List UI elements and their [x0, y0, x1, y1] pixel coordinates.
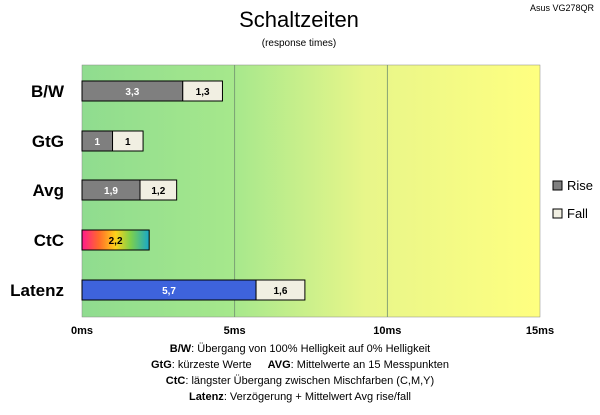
- bar-value-label: 3,3: [125, 87, 139, 98]
- bar-fall: [182, 80, 223, 102]
- gridlines: [234, 65, 388, 317]
- note-bw: B/W: Übergang von 100% Helligkeit auf 0%…: [169, 343, 431, 355]
- bar-value-label: 1: [94, 137, 100, 148]
- bar-value-label: 5,7: [162, 286, 176, 297]
- legend-rise-label: Rise: [567, 178, 593, 193]
- legend-fall-label: Fall: [567, 206, 588, 221]
- bar-value-label: 1,9: [104, 186, 118, 197]
- bar-value-label: 1,3: [196, 87, 210, 98]
- x-tick-label: 15ms: [526, 325, 554, 337]
- bar-value-label: 1,2: [151, 186, 165, 197]
- category-label: Avg: [33, 181, 65, 200]
- legend-rise-swatch: [552, 180, 563, 191]
- legend-fall-swatch: [552, 208, 563, 219]
- category-label: Latenz: [10, 281, 64, 300]
- category-label: GtG: [32, 132, 64, 151]
- x-axis-ticks: 0ms 5ms 10ms 15ms: [71, 325, 554, 337]
- x-tick-label: 5ms: [224, 325, 246, 337]
- chart-subtitle: (response times): [262, 38, 336, 49]
- x-tick-label: 10ms: [373, 325, 401, 337]
- note-latency: Latenz: Verzögerung + Mittelwert Avg ris…: [188, 391, 412, 403]
- chart-notes: B/W: Übergang von 100% Helligkeit auf 0%…: [0, 341, 600, 405]
- bar-fall: [255, 279, 306, 301]
- bars: 3,3 1,3 1 1 1,9 1,2 2,2 5,7 1,6: [81, 80, 306, 301]
- category-labels: B/W GtG Avg CtC Latenz: [10, 82, 65, 300]
- note-gtg-avg: GtG: kürzeste Werte AVG: Mittelwerte an 1…: [150, 359, 450, 371]
- x-tick-label: 0ms: [71, 325, 93, 337]
- bar-ctc: [81, 229, 150, 251]
- category-label: CtC: [34, 231, 64, 250]
- legend: Rise Fall: [552, 178, 593, 221]
- bar-value-label: 2,2: [109, 236, 123, 247]
- bar-fall: [139, 179, 178, 201]
- note-ctc: CtC: längster Übergang zwischen Mischfar…: [165, 375, 435, 387]
- category-label: B/W: [31, 82, 65, 101]
- bar-value-label: 1,6: [274, 286, 288, 297]
- chart-title: Schaltzeiten: [239, 7, 359, 32]
- bar-fall: [112, 130, 144, 152]
- bar-value-label: 1: [125, 137, 131, 148]
- monitor-model: Asus VG278QR: [530, 3, 595, 13]
